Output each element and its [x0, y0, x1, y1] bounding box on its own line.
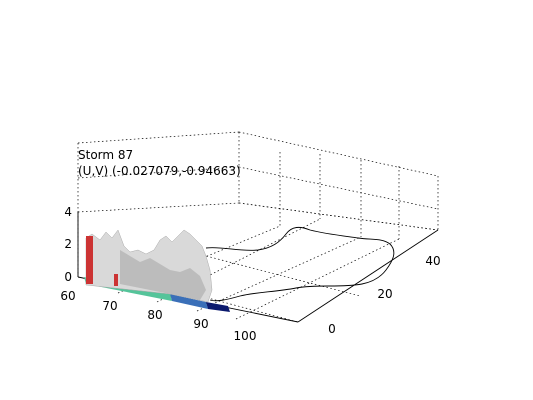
chart-title-line-2: (U,V) (-0.027079,-0.94663): [78, 164, 241, 178]
surface-red-slice: [86, 236, 93, 284]
z-tick-label: 0: [64, 270, 72, 284]
surface-red-slice-small: [114, 274, 118, 286]
z-tick-label: 4: [64, 205, 72, 219]
floor-strip-blue: [170, 294, 208, 309]
y-tick-label: 0: [328, 322, 336, 336]
x-tick-label: 80: [147, 308, 162, 322]
surface: [85, 229, 213, 303]
x-tick-label: 60: [60, 289, 75, 303]
chart-title-line-1: Storm 87: [78, 148, 133, 162]
z-tick-labels: 4 2 0: [64, 205, 72, 284]
x-tick-label: 90: [193, 317, 208, 331]
y-tick-label: 20: [377, 287, 392, 301]
floor-strip-dark: [206, 302, 230, 312]
y-tick-label: 40: [425, 254, 440, 268]
storm-contour-line: [205, 226, 395, 302]
z-tick-label: 2: [64, 237, 72, 251]
surface-shade: [120, 250, 206, 300]
x-tick-label: 100: [234, 329, 257, 343]
y-tick-labels: 0 20 40: [328, 254, 440, 336]
x-tick-labels: 60 70 80 90 100: [60, 289, 256, 343]
x-tick-label: 70: [102, 299, 117, 313]
